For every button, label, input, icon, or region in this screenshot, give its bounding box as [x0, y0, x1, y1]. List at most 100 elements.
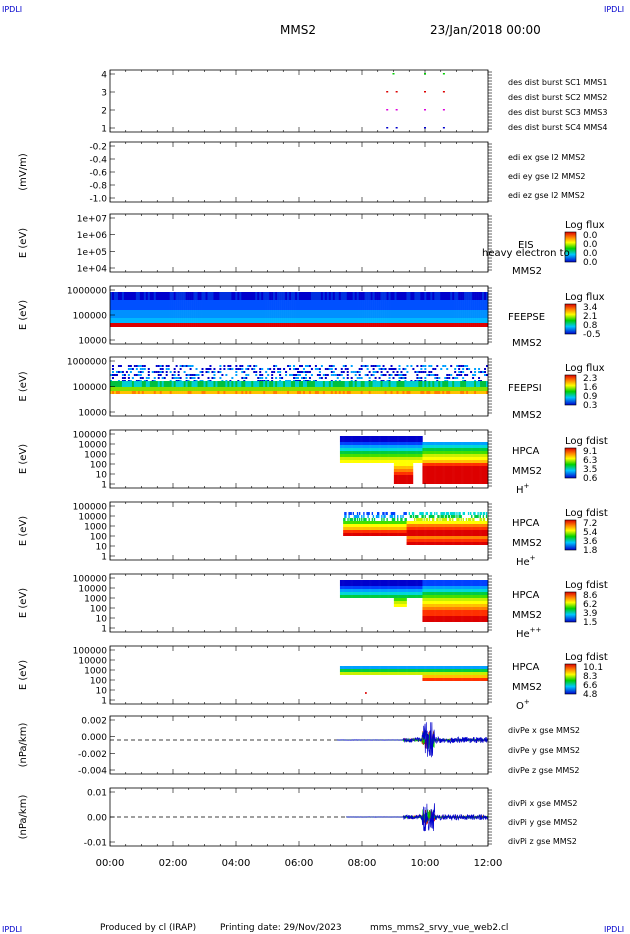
- spectrogram-cell: [406, 530, 408, 533]
- spectrogram-cell: [223, 323, 226, 327]
- spectrogram-cell: [442, 530, 444, 533]
- spectrogram-cell: [415, 448, 417, 451]
- spectrogram-cell: [127, 368, 130, 370]
- spectrogram-cell: [406, 466, 408, 469]
- burst-mark: [395, 91, 398, 93]
- spectrogram-cell: [326, 374, 329, 376]
- spectrogram-cell: [405, 512, 407, 515]
- spectrogram-cell: [357, 445, 360, 448]
- spectrogram-cell: [374, 533, 377, 536]
- spectrogram-cell: [347, 524, 349, 527]
- spectrogram-cell: [401, 466, 403, 469]
- spectrogram-cell: [229, 310, 232, 318]
- spectrogram-cell: [418, 524, 420, 527]
- spectrogram-cell: [149, 387, 153, 391]
- spectrogram-cell: [247, 391, 250, 394]
- spectrogram-cell: [326, 323, 330, 327]
- spectrogram-cell: [400, 481, 402, 484]
- spectrogram-cell: [201, 318, 204, 323]
- spectrogram-cell: [386, 460, 388, 463]
- colorbar-tick-label: 0.0: [583, 231, 598, 241]
- spectrogram-cell: [444, 521, 446, 524]
- spectrogram-cell: [205, 292, 208, 300]
- spectrogram-cell: [330, 368, 333, 370]
- spectrogram-cell: [442, 300, 445, 310]
- spectrogram-cell: [387, 530, 389, 533]
- spectrogram-cell: [395, 481, 398, 484]
- spectrogram-cell: [387, 527, 389, 530]
- y-axis-label: (mV/m): [18, 153, 29, 191]
- spectrogram-cell: [430, 318, 433, 323]
- spectrogram-cell: [231, 368, 234, 370]
- spectrogram-cell: [400, 292, 403, 300]
- spectrogram-cell: [330, 292, 334, 300]
- spectrogram-cell: [408, 521, 411, 524]
- spectrogram-cell: [428, 318, 431, 323]
- spectrogram-cell: [416, 439, 418, 442]
- spectrogram-cell: [428, 530, 431, 533]
- spectrogram-cell: [420, 448, 422, 451]
- legend-entry: des dist burst SC2 MMS2: [508, 93, 607, 102]
- spectrogram-cell: [430, 457, 433, 460]
- spectrogram-cell: [435, 454, 437, 457]
- spectrogram-cell: [285, 371, 288, 373]
- spectrogram-cell: [297, 323, 300, 327]
- spectrogram-cell: [459, 481, 461, 484]
- spectrogram-cell: [449, 481, 452, 484]
- spectrogram-cell: [387, 521, 389, 524]
- spectrogram-cell: [372, 445, 375, 448]
- spectrogram-cell: [281, 310, 284, 318]
- spectrogram-cell: [153, 387, 157, 391]
- spectrogram-cell: [452, 310, 455, 318]
- spectrogram-cell: [363, 512, 365, 515]
- spectrogram-cell: [437, 527, 439, 530]
- spectrogram-cell: [343, 521, 345, 524]
- spectrogram-cell: [147, 292, 151, 300]
- spectrogram-cell: [380, 521, 382, 524]
- spectrogram-cell: [444, 442, 446, 445]
- spectrogram-cell: [139, 365, 142, 367]
- spectrogram-cell: [435, 460, 437, 463]
- spectrogram-cell: [336, 377, 339, 379]
- spectrogram-cell: [339, 448, 342, 451]
- spectrogram-cell: [374, 387, 377, 391]
- spectrogram-cell: [480, 475, 482, 478]
- spectrogram-cell: [418, 536, 420, 539]
- spectrogram-cell: [484, 445, 487, 448]
- spectrogram-cell: [378, 377, 381, 379]
- spectrogram-cell: [407, 542, 409, 545]
- spectrogram-cell: [364, 448, 366, 451]
- spectrogram-cell: [398, 442, 400, 445]
- spectrogram-cell: [380, 445, 382, 448]
- spectrogram-cell: [350, 318, 354, 323]
- spectrogram-cell: [110, 391, 113, 394]
- spectrogram-cell: [435, 527, 437, 530]
- spectrogram-cell: [346, 457, 348, 460]
- spectrogram-cell: [446, 469, 449, 472]
- spectrogram-cell: [318, 310, 322, 318]
- spectrogram-cell: [357, 460, 360, 463]
- spectrogram-cell: [424, 515, 426, 518]
- spectrogram-cell: [213, 371, 216, 373]
- spectrogram-cell: [151, 371, 154, 373]
- spectrogram-cell: [191, 300, 194, 310]
- spectrogram-cell: [407, 466, 409, 469]
- spectrogram-cell: [466, 472, 469, 475]
- spectrogram-cell: [387, 442, 389, 445]
- spectrogram-cell: [429, 454, 432, 457]
- spectrogram-cell: [353, 460, 356, 463]
- spectrogram-cell: [429, 512, 432, 515]
- spectrogram-cell: [426, 472, 429, 475]
- spectrogram-cell: [450, 381, 453, 387]
- spectrogram-cell: [439, 442, 441, 445]
- spectrogram-cell: [382, 391, 385, 394]
- spectrogram-cell: [378, 381, 381, 387]
- spectrogram-cell: [354, 457, 357, 460]
- spectrogram-cell: [459, 466, 461, 469]
- y-tick-label: 10: [96, 471, 108, 481]
- spectrogram-cell: [366, 448, 368, 451]
- spectrogram-cell: [405, 481, 407, 484]
- spectrogram-cell: [396, 310, 399, 318]
- spectrogram-cell: [428, 521, 431, 524]
- spectrogram-cell: [342, 381, 346, 387]
